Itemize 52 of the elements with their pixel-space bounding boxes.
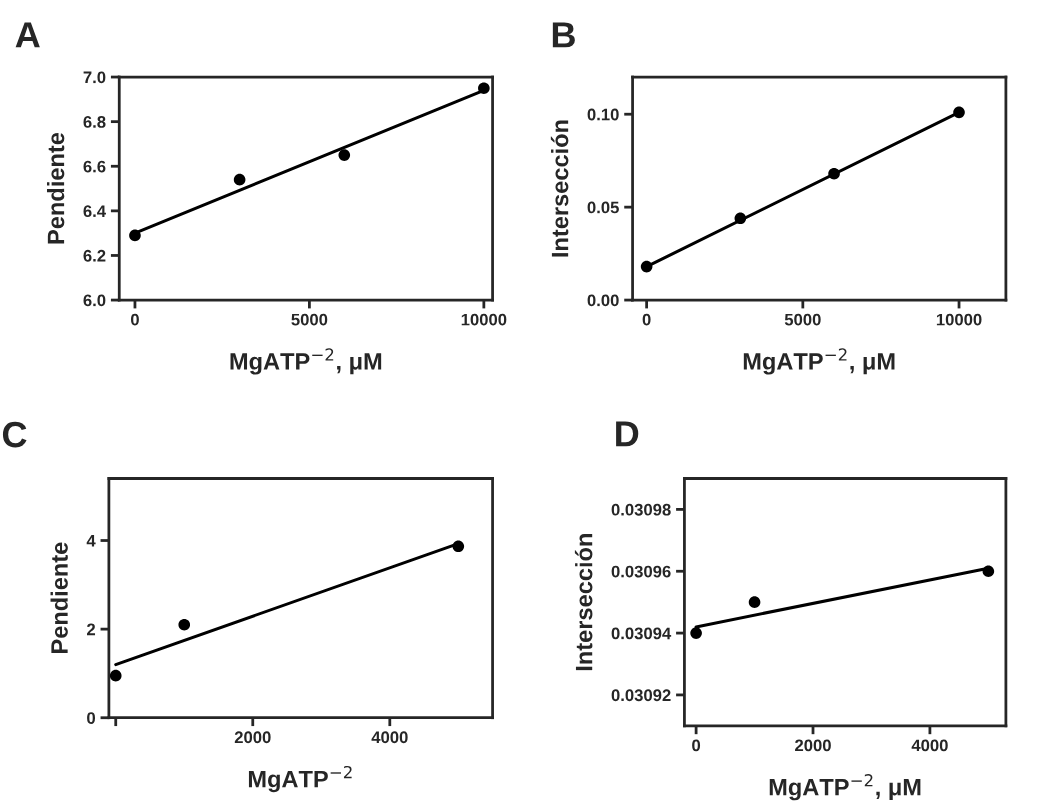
y-tick-label: 0: [87, 712, 96, 724]
point: [953, 106, 965, 119]
point: [338, 149, 351, 161]
x-axis-title: MgATP$^{−2}$, μM: [769, 774, 921, 801]
point: [982, 565, 995, 578]
chart-title: B: [552, 22, 575, 48]
point: [109, 669, 122, 682]
chart-title: C: [2, 421, 27, 448]
chart-title: D: [616, 421, 639, 447]
y-tick-label: 0.03092: [611, 689, 671, 702]
point: [690, 627, 702, 639]
chart-title: A: [15, 22, 40, 48]
y-tick-label: 4: [86, 535, 96, 547]
x-tick-label: 2000: [795, 739, 831, 752]
point: [233, 173, 246, 186]
y-tick-label: 6.2: [83, 249, 106, 262]
point: [452, 540, 465, 553]
point: [828, 167, 840, 180]
x-tick-label: 5000: [784, 313, 821, 326]
x-tick-label: 2000: [234, 731, 271, 744]
point: [178, 618, 191, 631]
x-tick-label: 0: [130, 313, 139, 326]
y-axis-title: Intersección: [550, 120, 569, 257]
x-axis-title: MgATP$^{−2}$, μM: [743, 348, 895, 375]
y-axis-title: Pendiente: [50, 542, 68, 653]
point: [640, 260, 653, 273]
y-tick-label: 6.6: [83, 160, 106, 173]
x-tick-label: 0: [692, 739, 701, 752]
y-axis-title: Pendiente: [47, 132, 65, 244]
y-tick-label: 0.03098: [611, 503, 671, 516]
x-tick-label: 10000: [936, 313, 982, 326]
y-tick-label: 0.10: [587, 108, 619, 121]
y-axis-title: Intersección: [574, 534, 593, 671]
x-tick-label: 10000: [461, 313, 507, 326]
point: [734, 212, 747, 225]
x-axis-title: MgATP$^{−2}$, μM: [230, 348, 382, 375]
y-tick-label: 0.00: [587, 294, 619, 307]
y-tick-label: 6.4: [83, 205, 106, 218]
x-axis-title: MgATP$^{−2}$: [248, 765, 352, 793]
y-tick-label: 7.0: [83, 71, 106, 84]
point: [748, 596, 761, 608]
y-tick-label: 6.8: [83, 116, 106, 128]
point: [478, 82, 490, 95]
point: [129, 229, 141, 242]
y-tick-label: 6.0: [83, 294, 106, 307]
y-tick-label: 0.03096: [611, 565, 671, 578]
y-tick-label: 0.05: [587, 201, 619, 214]
x-tick-label: 4000: [911, 739, 948, 752]
x-tick-label: 5000: [291, 313, 328, 326]
y-tick-label: 2: [87, 623, 96, 636]
y-tick-label: 0.03094: [611, 627, 672, 640]
x-tick-label: 4000: [371, 731, 408, 744]
